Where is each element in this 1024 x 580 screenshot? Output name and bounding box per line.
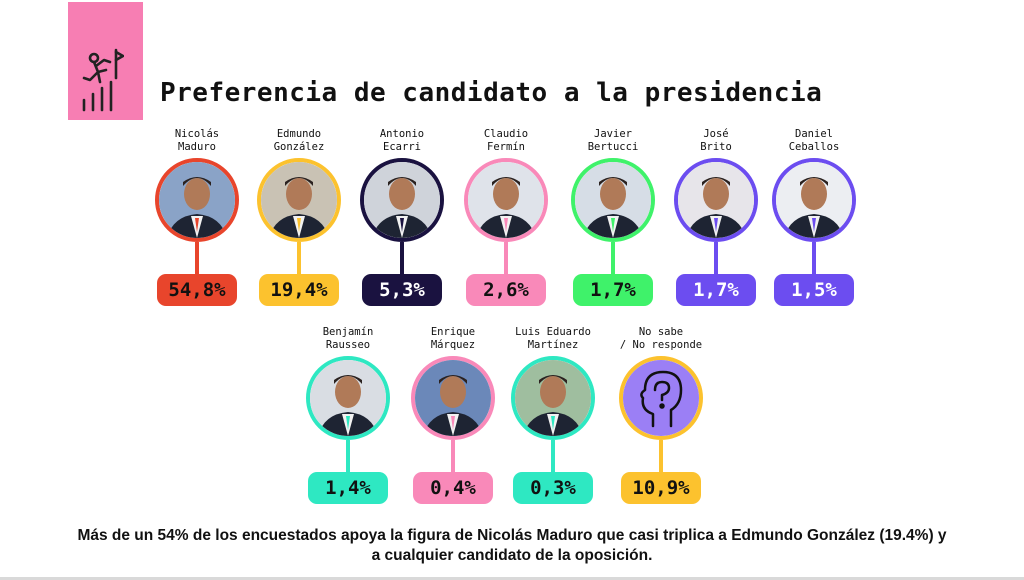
- connector-line: [451, 440, 455, 474]
- candidate-photo: [364, 162, 440, 238]
- candidate-name: José Brito: [661, 128, 771, 154]
- candidate-name: No sabe / No responde: [606, 326, 716, 352]
- candidate-name: Enrique Márquez: [398, 326, 508, 352]
- candidate-avatar: [511, 356, 595, 440]
- candidate-photo: [678, 162, 754, 238]
- candidate-avatar: [306, 356, 390, 440]
- candidate-name-line-1: Daniel: [795, 128, 833, 140]
- candidate-name-line-2: Bertucci: [587, 141, 639, 153]
- candidate-name: Edmundo González: [244, 128, 354, 154]
- candidate-name: Antonio Ecarri: [347, 128, 457, 154]
- candidate-name-line-2: Martínez: [527, 339, 579, 351]
- candidate-photo: [776, 162, 852, 238]
- value-label: 1,7%: [573, 274, 653, 306]
- candidate-name: Daniel Ceballos: [759, 128, 869, 154]
- candidate-name-line-2: Ecarri: [383, 141, 421, 153]
- logo-box: [68, 2, 143, 120]
- candidate-name: Luis Eduardo Martínez: [498, 326, 608, 352]
- candidate-name-line-1: Nicolás: [174, 128, 220, 140]
- footer-caption: Más de un 54% de los encuestados apoya l…: [0, 526, 1024, 566]
- value-label: 1,7%: [676, 274, 756, 306]
- candidate-avatar: [464, 158, 548, 242]
- candidate-avatar: [674, 158, 758, 242]
- climbing-person-chart-icon: [82, 48, 124, 112]
- candidate-avatar: [772, 158, 856, 242]
- head-question-icon: [623, 360, 699, 436]
- candidate-avatar: [257, 158, 341, 242]
- candidate-name-line-2: Fermín: [487, 141, 525, 153]
- candidate-avatar: [571, 158, 655, 242]
- candidate-name-line-2: Brito: [700, 141, 732, 153]
- connector-line: [297, 242, 301, 276]
- connector-line: [551, 440, 555, 474]
- candidate-name-line-1: Benjamín: [322, 326, 374, 338]
- candidate-avatar: [360, 158, 444, 242]
- candidate-name-line-1: Luis Eduardo: [515, 326, 591, 338]
- connector-line: [611, 242, 615, 276]
- value-label: 0,3%: [513, 472, 593, 504]
- value-label: 10,9%: [621, 472, 701, 504]
- candidate-name-line-2: / No responde: [619, 339, 703, 351]
- value-label: 19,4%: [259, 274, 339, 306]
- footer-line-2: a cualquier candidato de la oposición.: [371, 547, 653, 564]
- candidate-name-line-2: Maduro: [178, 141, 216, 153]
- value-label: 1,5%: [774, 274, 854, 306]
- candidate-name: Claudio Fermín: [451, 128, 561, 154]
- candidate-name-line-1: Javier: [594, 128, 632, 140]
- candidate-name-line-1: José: [703, 128, 729, 140]
- connector-line: [195, 242, 199, 276]
- connector-line: [346, 440, 350, 474]
- candidate-name-line-2: Márquez: [430, 339, 476, 351]
- candidate-name: Javier Bertucci: [558, 128, 668, 154]
- footer-line-1: Más de un 54% de los encuestados apoya l…: [77, 527, 947, 544]
- candidate-name-line-2: Ceballos: [788, 141, 840, 153]
- candidate-name-line-1: No sabe: [638, 326, 684, 338]
- connector-line: [714, 242, 718, 276]
- connector-line: [400, 242, 404, 276]
- candidate-photo: [310, 360, 386, 436]
- candidate-name-line-1: Enrique: [430, 326, 476, 338]
- candidate-photo: [261, 162, 337, 238]
- candidate-name-line-2: González: [273, 141, 325, 153]
- candidate-avatar: [155, 158, 239, 242]
- value-label: 0,4%: [413, 472, 493, 504]
- candidate-photo: [515, 360, 591, 436]
- candidate-name-line-1: Edmundo: [276, 128, 322, 140]
- candidate-avatar: [619, 356, 703, 440]
- candidate-avatar: [411, 356, 495, 440]
- candidate-name: Nicolás Maduro: [142, 128, 252, 154]
- value-label: 1,4%: [308, 472, 388, 504]
- connector-line: [659, 440, 663, 474]
- candidate-photo: [159, 162, 235, 238]
- candidate-photo: [415, 360, 491, 436]
- connector-line: [504, 242, 508, 276]
- page-title: Preferencia de candidato a la presidenci…: [160, 78, 823, 108]
- value-label: 5,3%: [362, 274, 442, 306]
- value-label: 2,6%: [466, 274, 546, 306]
- candidate-name: Benjamín Rausseo: [293, 326, 403, 352]
- bottom-divider: [0, 577, 1024, 580]
- candidate-name-line-1: Antonio: [379, 128, 425, 140]
- candidate-photo: [468, 162, 544, 238]
- candidate-name-line-1: Claudio: [483, 128, 529, 140]
- candidate-name-line-2: Rausseo: [325, 339, 371, 351]
- candidate-photo: [575, 162, 651, 238]
- connector-line: [812, 242, 816, 276]
- value-label: 54,8%: [157, 274, 237, 306]
